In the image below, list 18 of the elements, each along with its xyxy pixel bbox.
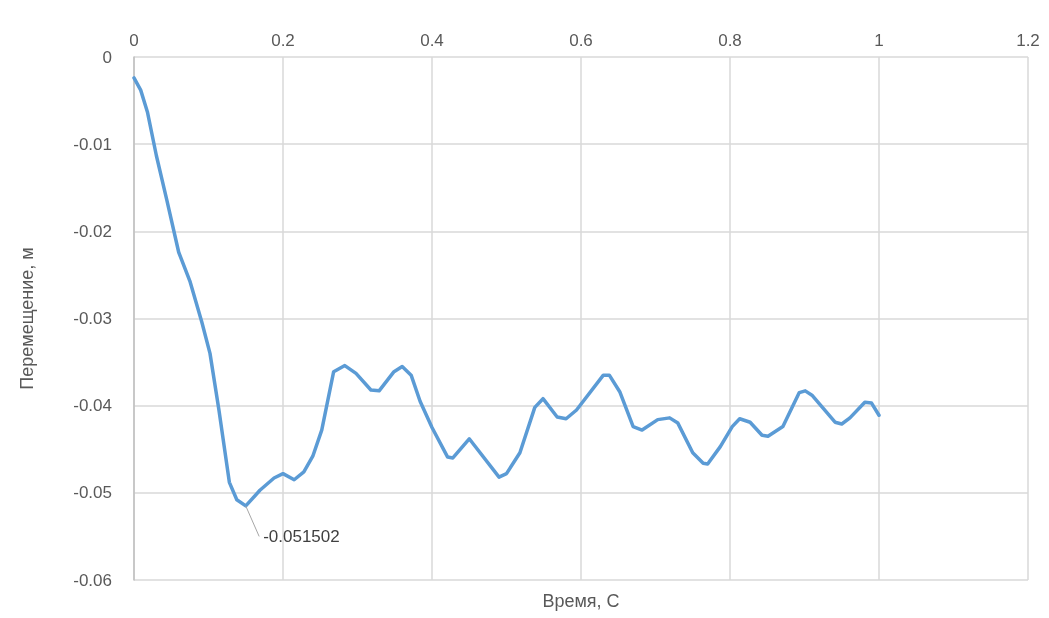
annotation: -0.051502 xyxy=(263,526,340,546)
x-tick-label: 0.2 xyxy=(271,31,295,50)
x-tick-label: 0.6 xyxy=(569,31,593,50)
y-tick-label: 0 xyxy=(102,47,112,67)
y-tick-label: -0.05 xyxy=(73,483,112,503)
x-axis-title: Время, С xyxy=(542,591,620,611)
y-tick-label: -0.03 xyxy=(73,309,112,328)
y-tick-label: -0.01 xyxy=(73,134,112,154)
y-tick-label: -0.04 xyxy=(73,396,112,416)
y-axis-title: Перемещение, м xyxy=(17,247,37,390)
y-tick-label: -0.02 xyxy=(73,221,112,241)
x-tick-label: 1.2 xyxy=(1016,31,1040,50)
y-tick-label: -0.06 xyxy=(73,570,112,590)
line-series xyxy=(132,76,881,508)
x-tick-label: 1 xyxy=(874,31,884,50)
x-tick-label: 0.4 xyxy=(420,31,444,50)
x-tick-label: 0 xyxy=(129,31,139,50)
x-tick-label: 0.8 xyxy=(718,31,742,50)
